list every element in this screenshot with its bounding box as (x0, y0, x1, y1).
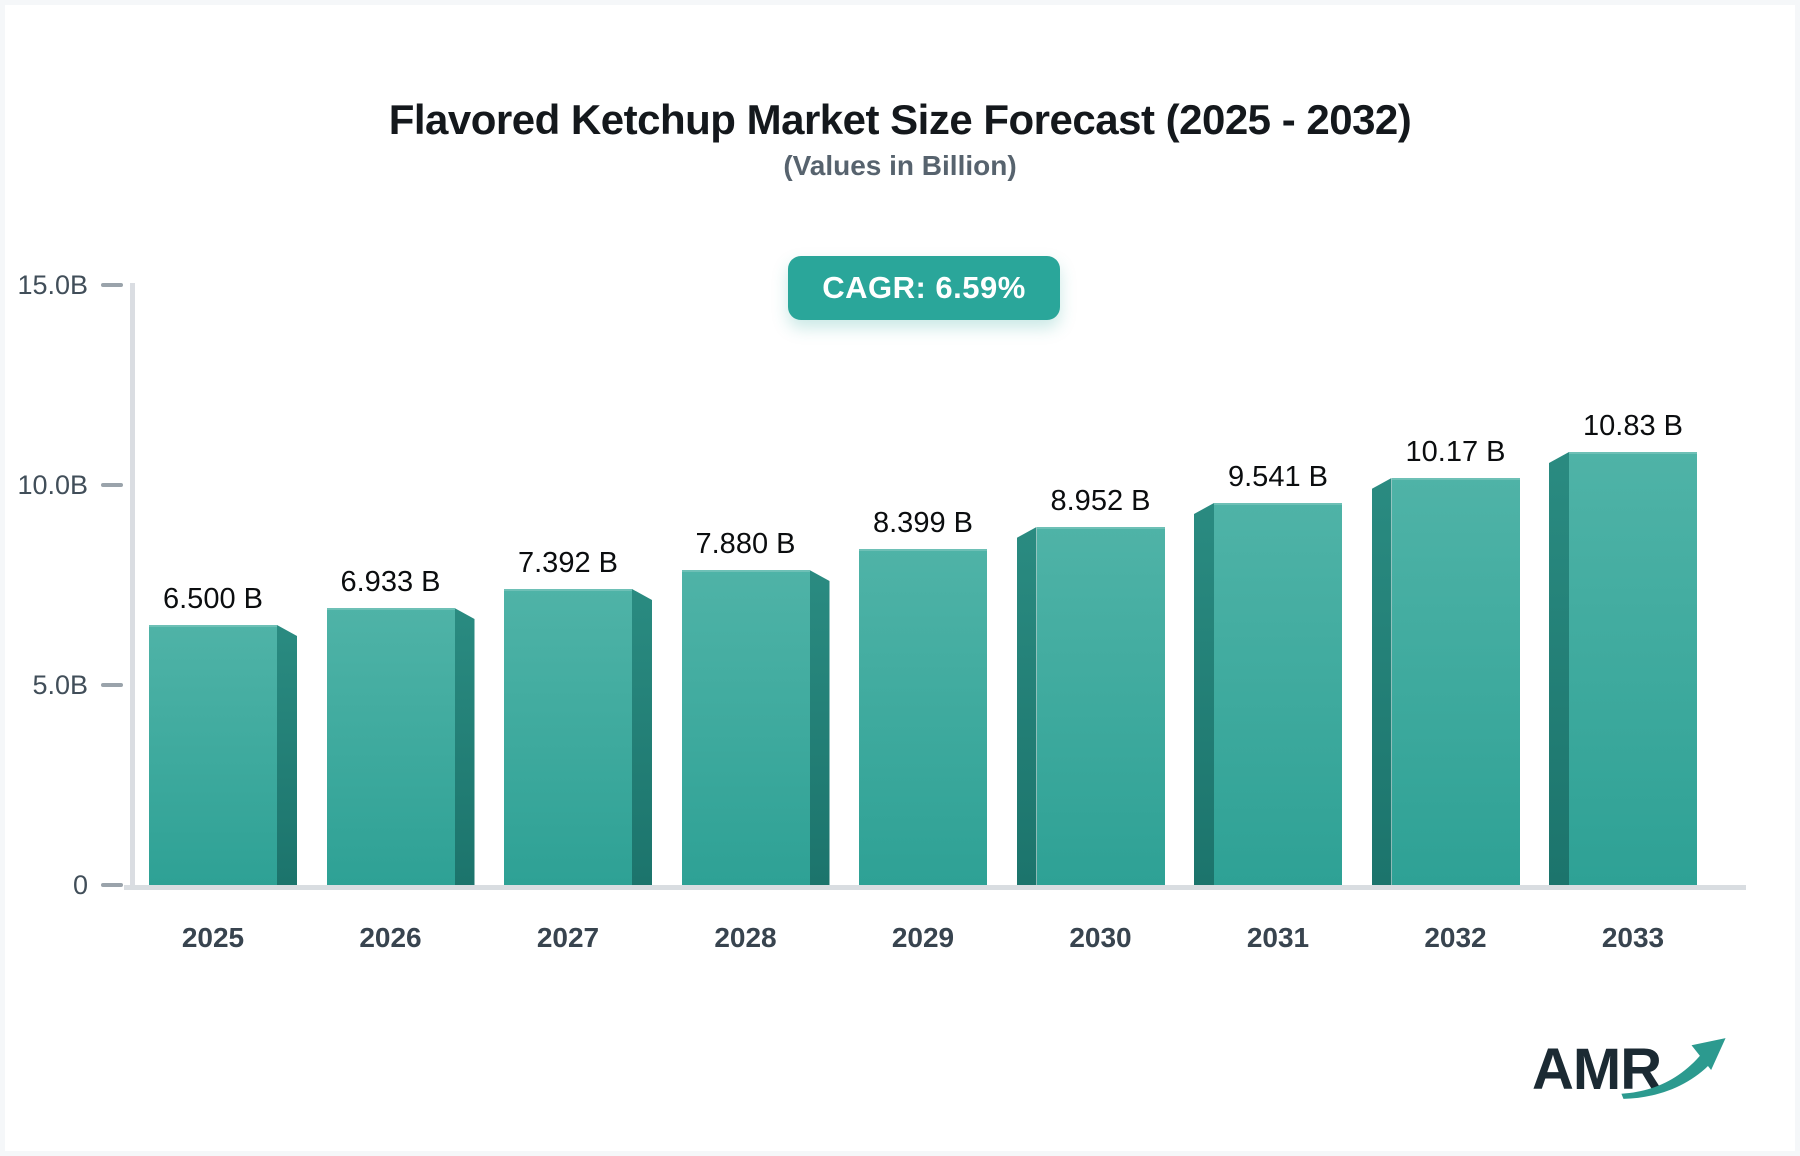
x-axis-label-2025: 2025 (181, 922, 245, 953)
x-axis-label-2031: 2031 (1246, 922, 1310, 953)
x-axis-label-2027: 2027 (536, 922, 600, 953)
amr-logo: AMR (1532, 1036, 1742, 1116)
bar-2031[interactable] (1214, 503, 1342, 885)
bar-2029[interactable] (859, 549, 987, 885)
chart-title: Flavored Ketchup Market Size Forecast (2… (388, 96, 1412, 143)
bar-side-face-2028 (809, 570, 830, 885)
bar-side-face-2030 (1016, 527, 1037, 885)
bar-side-face-2026 (454, 608, 475, 885)
y-axis-tick-mark (101, 683, 123, 687)
bar-side-face-2032 (1371, 478, 1392, 885)
bar-2028[interactable] (681, 570, 810, 885)
x-axis-label-2030: 2030 (1069, 922, 1132, 953)
y-axis-line (130, 283, 135, 885)
bar-value-label-2027: 7.392 B (518, 547, 618, 579)
bar-value-label-2033: 10.83 B (1583, 410, 1683, 442)
bar-value-label-2026: 6.933 B (340, 566, 441, 598)
bar-value-label-2025: 6.500 B (163, 583, 263, 615)
y-axis-tick-label-10.0B: 10.0B (17, 470, 88, 500)
bar-2027[interactable] (504, 589, 632, 885)
bar-2025[interactable] (149, 625, 277, 885)
y-axis-tick-mark (101, 283, 123, 287)
y-axis-tick-label-0: 0 (72, 870, 88, 900)
x-axis-label-2033: 2033 (1601, 922, 1665, 953)
bar-2026[interactable] (326, 608, 455, 885)
y-axis-tick-mark (101, 483, 123, 487)
bar-value-label-2030: 8.952 B (1050, 485, 1151, 517)
growth-arrow-icon (1621, 1038, 1726, 1099)
x-axis-label-2026: 2026 (359, 922, 422, 953)
x-axis-label-2032: 2032 (1424, 922, 1487, 953)
cagr-badge: CAGR: 6.59% (788, 256, 1060, 320)
bar-value-label-2031: 9.541 B (1228, 461, 1328, 493)
y-axis-tick-mark (101, 883, 123, 887)
x-axis-baseline (124, 885, 1746, 890)
cagr-badge-label: CAGR: 6.59% (822, 270, 1026, 305)
bar-2030[interactable] (1036, 527, 1165, 885)
bar-value-label-2029: 8.399 B (873, 507, 973, 539)
bar-2032[interactable] (1391, 478, 1520, 885)
bar-side-face-2031 (1194, 503, 1214, 885)
bar-value-label-2028: 7.880 B (695, 528, 796, 560)
bar-side-face-2033 (1549, 452, 1569, 885)
bar-2033[interactable] (1569, 452, 1697, 885)
y-axis-tick-label-15.0B: 15.0B (17, 270, 88, 300)
chart-subtitle: (Values in Billion) (783, 150, 1017, 181)
bar-side-face-2025 (277, 625, 297, 885)
bar-value-label-2032: 10.17 B (1405, 436, 1506, 468)
bar-side-face-2027 (632, 589, 652, 885)
y-axis-tick-label-5.0B: 5.0B (32, 670, 88, 700)
x-axis-label-2028: 2028 (714, 922, 777, 953)
x-axis-label-2029: 2029 (891, 922, 955, 953)
